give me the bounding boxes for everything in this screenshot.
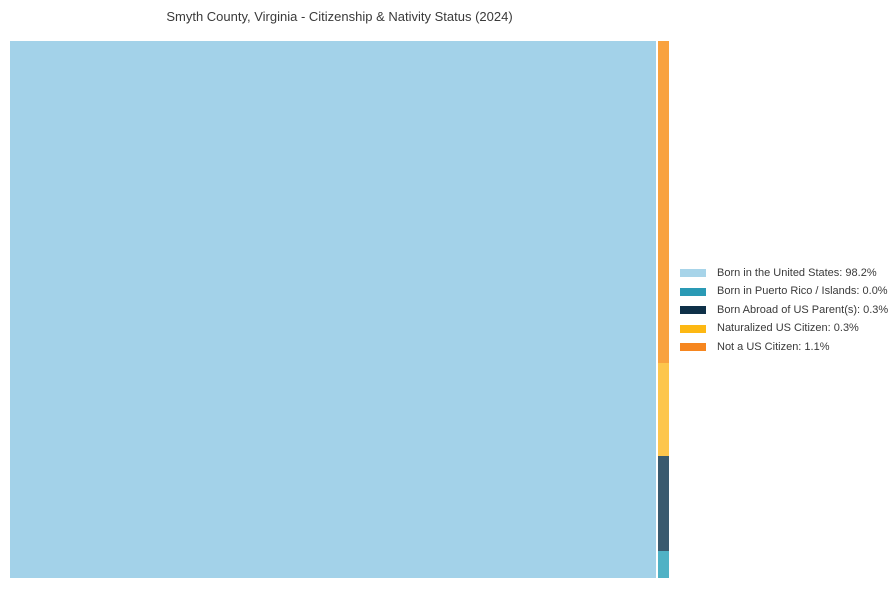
legend-label-naturalized: Naturalized US Citizen: 0.3% bbox=[717, 322, 859, 335]
legend-swatch-born_us bbox=[680, 269, 706, 278]
legend-label-not_citizen: Not a US Citizen: 1.1% bbox=[717, 340, 830, 353]
chart-title: Smyth County, Virginia - Citizenship & N… bbox=[166, 9, 513, 24]
treemap-tile-born_abroad[interactable] bbox=[657, 455, 669, 552]
legend-swatch-puerto_rico bbox=[680, 287, 706, 296]
legend-item-born_abroad[interactable]: Born Abroad of US Parent(s): 0.3% bbox=[680, 301, 888, 320]
legend-swatch-naturalized bbox=[680, 324, 706, 333]
legend-item-puerto_rico[interactable]: Born in Puerto Rico / Islands: 0.0% bbox=[680, 283, 888, 302]
legend-item-born_us[interactable]: Born in the United States: 98.2% bbox=[680, 264, 888, 283]
treemap-tile-not_citizen[interactable] bbox=[657, 41, 669, 364]
legend: Born in the United States: 98.2% Born in … bbox=[680, 264, 888, 357]
legend-item-not_citizen[interactable]: Not a US Citizen: 1.1% bbox=[680, 338, 888, 357]
legend-label-born_abroad: Born Abroad of US Parent(s): 0.3% bbox=[717, 303, 889, 316]
treemap-tile-puerto_rico[interactable] bbox=[657, 551, 669, 578]
treemap-tile-naturalized[interactable] bbox=[657, 363, 669, 456]
treemap-tile-born_us[interactable] bbox=[10, 41, 656, 578]
legend-swatch-not_citizen bbox=[680, 343, 706, 352]
treemap-plot bbox=[10, 41, 669, 578]
legend-swatch-born_abroad bbox=[680, 306, 706, 315]
treemap-minor-column bbox=[657, 41, 669, 578]
legend-label-puerto_rico: Born in Puerto Rico / Islands: 0.0% bbox=[717, 285, 888, 298]
legend-item-naturalized[interactable]: Naturalized US Citizen: 0.3% bbox=[680, 320, 888, 339]
legend-label-born_us: Born in the United States: 98.2% bbox=[717, 266, 877, 279]
